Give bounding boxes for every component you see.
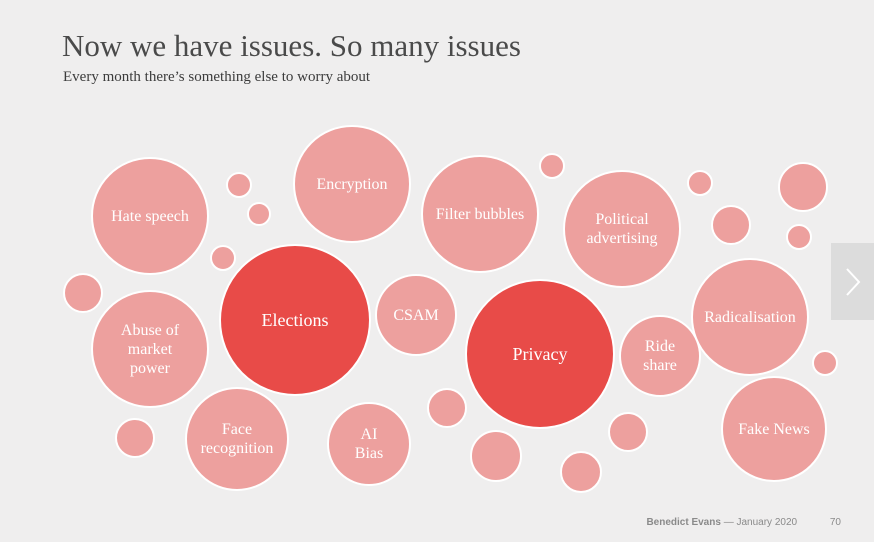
bubble-label: Elections	[261, 309, 329, 330]
bubble-radicalisation: Radicalisation	[691, 258, 809, 376]
small-bubble	[608, 412, 648, 452]
bubble-label: Abuse of market power	[120, 321, 180, 377]
small-bubble	[711, 205, 751, 245]
small-bubble	[115, 418, 155, 458]
small-bubble	[687, 170, 713, 196]
bubble-label: Hate speech	[111, 207, 189, 225]
chevron-right-icon	[846, 268, 861, 296]
next-slide-button[interactable]	[831, 243, 874, 320]
page-number: 70	[829, 517, 841, 528]
bubble-political-advertising: Political advertising	[563, 170, 681, 288]
small-bubble	[812, 350, 838, 376]
small-bubble	[226, 172, 252, 198]
small-bubble	[247, 202, 271, 226]
small-bubble	[786, 224, 812, 250]
bubble-label: Radicalisation	[704, 308, 796, 326]
footer-author: Benedict Evans	[646, 517, 721, 528]
bubble-fake-news: Fake News	[721, 376, 827, 482]
small-bubble	[778, 162, 828, 212]
bubble-abuse-of-market-power: Abuse of market power	[91, 290, 209, 408]
bubble-label: Encryption	[316, 175, 388, 193]
bubble-filter-bubbles: Filter bubbles	[421, 155, 539, 273]
bubble-label: Face recognition	[200, 421, 274, 457]
bubble-label: CSAM	[393, 306, 439, 324]
bubble-csam: CSAM	[375, 274, 457, 356]
bubble-hate-speech: Hate speech	[91, 157, 209, 275]
bubble-privacy: Privacy	[465, 279, 615, 429]
small-bubble	[560, 451, 602, 493]
bubble-ai-bias: AI Bias	[327, 402, 411, 486]
bubble-encryption: Encryption	[293, 125, 411, 243]
bubble-label: AI Bias	[354, 426, 384, 462]
footer-date: — January 2020	[723, 517, 798, 528]
bubble-label: Political advertising	[586, 211, 658, 247]
small-bubble	[470, 430, 522, 482]
bubble-elections: Elections	[219, 244, 371, 396]
bubble-ride-share: Ride share	[619, 315, 701, 397]
slide-title: Now we have issues. So many issues	[62, 28, 521, 63]
bubble-label: Filter bubbles	[435, 205, 525, 223]
bubble-label: Privacy	[512, 343, 568, 364]
slide-subtitle: Every month there’s something else to wo…	[63, 69, 371, 85]
bubble-label: Fake News	[738, 420, 810, 438]
slide-footer: Benedict Evans — January 2020 70	[646, 517, 841, 528]
small-bubble	[427, 388, 467, 428]
bubble-label: Ride share	[643, 338, 677, 374]
small-bubble	[539, 153, 565, 179]
bubble-face-recognition: Face recognition	[185, 387, 289, 491]
small-bubble	[210, 245, 236, 271]
small-bubble	[63, 273, 103, 313]
